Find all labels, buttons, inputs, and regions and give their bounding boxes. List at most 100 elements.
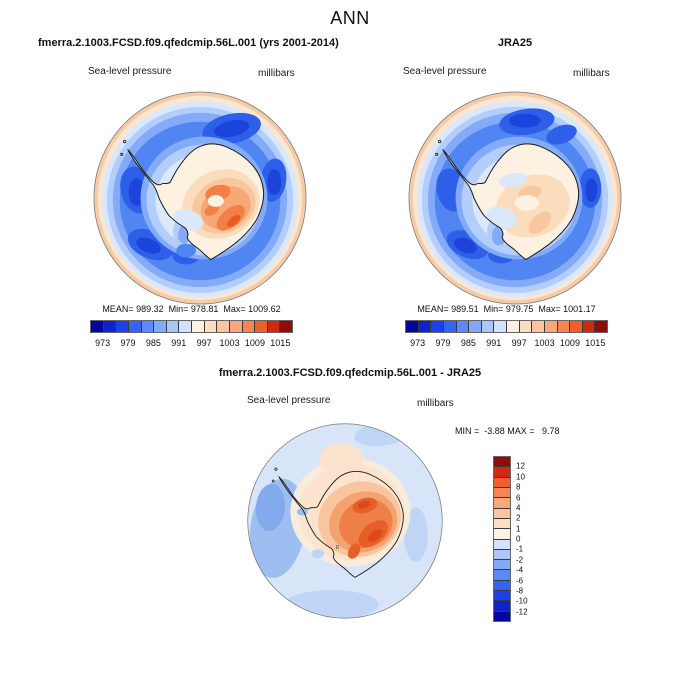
difference-contours	[247, 423, 443, 619]
map-boundary-circle	[247, 423, 443, 619]
colorbar-tick-label: -10	[516, 596, 528, 606]
colorbar-tick-label: 1009	[244, 338, 265, 348]
colorbar-tick-label: 1009	[559, 338, 580, 348]
colorbar-segment	[494, 498, 510, 509]
colorbar-tick-label: 1003	[534, 338, 555, 348]
difference-units-label: millibars	[417, 398, 454, 409]
peninsula-islands-icon	[435, 152, 439, 156]
colorbar-segment	[418, 321, 432, 332]
colorbar-tick-label: 2	[516, 513, 521, 523]
colorbar-tick-label: -8	[516, 586, 524, 596]
model-colorbar	[90, 320, 293, 333]
colorbar-segment	[217, 321, 230, 332]
colorbar-segment	[494, 457, 510, 468]
colorbar-tick-label: -4	[516, 565, 524, 575]
colorbar-segment	[494, 539, 510, 550]
colorbar-segment	[494, 611, 510, 621]
reanalysis-stats-line: MEAN= 989.51 Min= 979.75 Max= 1001.17	[417, 304, 596, 314]
colorbar-tick-label: 4	[516, 503, 521, 513]
colorbar-tick-label: 10	[516, 472, 525, 482]
colorbar-tick-label: 0	[516, 534, 521, 544]
colorbar-segment	[229, 321, 243, 332]
colorbar-segment	[582, 321, 596, 332]
reanalysis-units-label: millibars	[573, 68, 610, 79]
model-continent-contours	[172, 169, 260, 239]
figure-title: ANN	[330, 8, 370, 28]
difference-stats-line: MIN = -3.88 MAX = 9.78	[455, 426, 560, 436]
colorbar-segment	[494, 601, 510, 612]
difference-panel-title: fmerra.2.1003.FCSD.f09.qfedcmip.56L.001 …	[218, 367, 482, 379]
map-boundary-circle	[408, 91, 622, 305]
reanalysis-ocean-contours	[408, 91, 622, 305]
colorbar-segment	[116, 321, 129, 332]
colorbar-tick-label: 1	[516, 524, 521, 534]
reanalysis-colorbar	[405, 320, 608, 333]
peninsula-islands-icon	[274, 467, 278, 471]
colorbar-segment	[267, 321, 281, 332]
colorbar-segment	[494, 487, 510, 499]
colorbar-segment	[406, 321, 419, 332]
colorbar-tick-label: 973	[410, 338, 426, 348]
colorbar-segment	[192, 321, 205, 332]
colorbar-tick-label: -12	[516, 607, 528, 617]
model-ocean-contours	[93, 91, 307, 305]
antarctica-coastline-outline	[278, 471, 404, 578]
colorbar-segment	[494, 477, 510, 488]
colorbar-segment	[280, 321, 292, 332]
difference-colorbar	[493, 456, 511, 622]
zero-contour-label: 0	[336, 545, 339, 551]
antarctica-coastline-outline	[127, 143, 265, 261]
colorbar-tick-label: 991	[171, 338, 187, 348]
map-boundary-circle	[93, 91, 307, 305]
colorbar-segment	[494, 560, 510, 571]
peninsula-islands-icon	[438, 139, 442, 144]
colorbar-tick-label: 979	[120, 338, 136, 348]
colorbar-segment	[166, 321, 180, 332]
model-panel-title: fmerra.2.1003.FCSD.f09.qfedcmip.56L.001 …	[38, 37, 339, 49]
colorbar-segment	[595, 321, 607, 332]
colorbar-tick-label: 8	[516, 482, 521, 492]
colorbar-segment	[481, 321, 495, 332]
model-map	[93, 91, 307, 305]
colorbar-segment	[494, 467, 510, 478]
colorbar-tick-label: 12	[516, 461, 525, 471]
colorbar-tick-label: 1015	[585, 338, 606, 348]
colorbar-segment	[456, 321, 470, 332]
model-field-label: Sea-level pressure	[88, 66, 172, 77]
colorbar-segment	[242, 321, 256, 332]
colorbar-segment	[494, 591, 510, 602]
colorbar-segment	[91, 321, 104, 332]
colorbar-segment	[431, 321, 444, 332]
colorbar-tick-label: 997	[511, 338, 527, 348]
colorbar-tick-label: 6	[516, 493, 521, 502]
reanalysis-colorbar-ticks: 973 979 985 991 997 1003 1009 1015	[405, 338, 608, 350]
colorbar-tick-label: 997	[196, 338, 212, 348]
colorbar-segment	[494, 580, 510, 592]
antarctica-coastline-outline	[442, 143, 580, 261]
difference-map: 0	[247, 423, 443, 619]
colorbar-tick-label: 973	[95, 338, 111, 348]
colorbar-segment	[494, 549, 510, 561]
difference-colorbar-ticks: 12 10 8 6 4 2 1 0 -1 -2 -4 -6 -8 -10 -12	[516, 456, 542, 622]
colorbar-segment	[544, 321, 558, 332]
colorbar-tick-label: 1015	[270, 338, 291, 348]
model-units-label: millibars	[258, 68, 295, 79]
reanalysis-field-label: Sea-level pressure	[403, 66, 487, 77]
colorbar-tick-label: -6	[516, 576, 524, 585]
colorbar-tick-label: 979	[435, 338, 451, 348]
colorbar-segment	[128, 321, 142, 332]
colorbar-segment	[494, 321, 507, 332]
colorbar-segment	[507, 321, 520, 332]
colorbar-segment	[443, 321, 457, 332]
colorbar-tick-label: 1003	[219, 338, 240, 348]
model-stats-line: MEAN= 989.32 Min= 978.81 Max= 1009.62	[102, 304, 281, 314]
colorbar-segment	[179, 321, 192, 332]
colorbar-tick-label: -1	[516, 544, 524, 554]
reanalysis-continent-contours	[485, 172, 570, 238]
colorbar-segment	[570, 321, 583, 332]
colorbar-segment	[494, 529, 510, 540]
colorbar-tick-label: 985	[460, 338, 476, 348]
colorbar-segment	[494, 508, 510, 519]
colorbar-segment	[255, 321, 268, 332]
colorbar-tick-label: -2	[516, 555, 524, 565]
